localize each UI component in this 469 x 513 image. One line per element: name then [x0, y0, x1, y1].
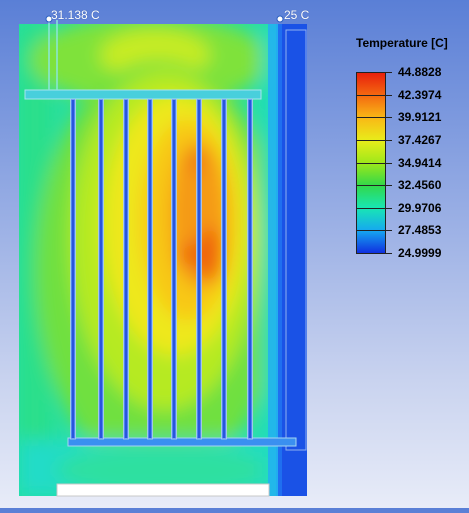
legend-value: 34.9414 [398, 155, 442, 170]
probe-label-left: 31.138 C [51, 8, 100, 22]
contour-field [19, 24, 307, 496]
top-manifold [24, 20, 262, 100]
probe-marker-right[interactable] [276, 15, 284, 23]
temperature-legend: Temperature [C] 44.8828 42.3974 39.9121 37.… [354, 36, 464, 266]
legend-value: 24.9999 [398, 246, 442, 260]
probe-marker-left[interactable] [45, 15, 53, 23]
inlet-slot [56, 483, 270, 497]
legend-title: Temperature [C] [356, 36, 448, 50]
bottom-manifold [67, 437, 297, 447]
legend-tick [356, 185, 392, 187]
legend-value: 39.9121 [398, 110, 442, 125]
legend-tick [356, 207, 392, 209]
legend-value: 27.4853 [398, 223, 442, 238]
legend-value: 32.4560 [398, 178, 442, 193]
legend-tick [356, 253, 392, 254]
legend-tick [356, 139, 392, 141]
legend-tick [356, 72, 392, 73]
probe-label-right: 25 C [284, 8, 310, 22]
legend-value: 29.9706 [398, 200, 442, 215]
legend-tick [356, 117, 392, 119]
legend-tick [356, 230, 392, 232]
legend-value: 42.3974 [398, 87, 442, 102]
tube-array [70, 98, 253, 440]
legend-tick [356, 94, 392, 96]
legend-value: 44.8828 [398, 65, 442, 79]
legend-value: 37.4267 [398, 132, 442, 147]
legend-tick [356, 162, 392, 164]
